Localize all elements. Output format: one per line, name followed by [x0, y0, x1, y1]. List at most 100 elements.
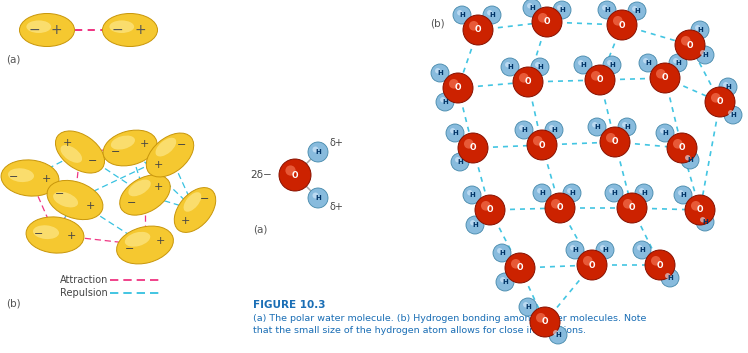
Ellipse shape — [111, 136, 135, 150]
Circle shape — [533, 136, 542, 145]
Circle shape — [551, 199, 560, 209]
Text: O: O — [717, 97, 723, 107]
Circle shape — [527, 130, 557, 160]
Text: O: O — [539, 140, 545, 150]
Text: +: + — [41, 174, 51, 184]
Text: H: H — [569, 190, 575, 196]
Ellipse shape — [174, 187, 215, 232]
Text: FIGURE 10.3: FIGURE 10.3 — [253, 300, 325, 310]
Text: (b): (b) — [6, 298, 21, 308]
Circle shape — [497, 248, 503, 253]
Circle shape — [605, 184, 623, 202]
Text: H: H — [687, 157, 693, 163]
Ellipse shape — [109, 20, 134, 33]
Circle shape — [457, 10, 462, 16]
Circle shape — [513, 67, 543, 97]
Circle shape — [711, 93, 720, 103]
Text: δ+: δ+ — [330, 138, 344, 148]
Circle shape — [691, 201, 701, 211]
Text: H: H — [609, 62, 615, 68]
Circle shape — [538, 13, 548, 23]
Circle shape — [635, 184, 653, 202]
Circle shape — [685, 155, 690, 161]
Circle shape — [505, 62, 510, 67]
Circle shape — [675, 30, 705, 60]
Text: H: H — [580, 62, 586, 68]
Circle shape — [563, 184, 581, 202]
Text: H: H — [539, 190, 545, 196]
Circle shape — [592, 122, 598, 127]
Circle shape — [695, 25, 700, 30]
Circle shape — [286, 166, 295, 176]
Circle shape — [628, 2, 646, 20]
Circle shape — [553, 1, 571, 19]
Circle shape — [466, 216, 484, 234]
Circle shape — [436, 93, 454, 111]
Text: O: O — [662, 73, 668, 83]
Circle shape — [511, 259, 521, 269]
Circle shape — [598, 1, 616, 19]
Circle shape — [618, 118, 636, 136]
Text: H: H — [469, 192, 475, 198]
Text: H: H — [315, 149, 321, 155]
Circle shape — [661, 269, 679, 287]
Circle shape — [458, 133, 488, 163]
Circle shape — [446, 124, 464, 142]
Text: (b): (b) — [430, 18, 444, 28]
Ellipse shape — [26, 217, 84, 253]
Text: +: + — [153, 182, 163, 192]
Text: H: H — [551, 127, 557, 133]
Ellipse shape — [8, 168, 34, 182]
Ellipse shape — [47, 180, 103, 220]
Circle shape — [527, 3, 533, 8]
Text: +: + — [85, 201, 95, 210]
Circle shape — [469, 21, 479, 31]
Text: H: H — [442, 99, 448, 105]
Text: that the small size of the hydrogen atom allows for close interactions.: that the small size of the hydrogen atom… — [253, 326, 586, 335]
Text: H: H — [641, 190, 647, 196]
Circle shape — [574, 56, 592, 74]
Text: H: H — [645, 60, 651, 66]
Circle shape — [719, 78, 737, 96]
Text: H: H — [437, 70, 443, 76]
Circle shape — [501, 58, 519, 76]
Circle shape — [475, 195, 505, 225]
Ellipse shape — [53, 192, 78, 208]
Circle shape — [313, 192, 319, 198]
Text: (a): (a) — [6, 55, 20, 65]
Ellipse shape — [156, 138, 177, 156]
Circle shape — [667, 133, 697, 163]
Text: O: O — [619, 20, 625, 30]
Text: O: O — [612, 138, 619, 146]
Text: −: − — [55, 190, 64, 199]
Ellipse shape — [61, 145, 82, 163]
Text: O: O — [470, 144, 476, 152]
Circle shape — [470, 220, 476, 226]
Circle shape — [650, 63, 680, 93]
Text: +: + — [156, 236, 165, 246]
Text: H: H — [730, 112, 736, 118]
Text: (a) The polar water molecule. (b) Hydrogen bonding among water molecules. Note: (a) The polar water molecule. (b) Hydrog… — [253, 314, 646, 323]
Circle shape — [673, 58, 678, 64]
Text: H: H — [315, 195, 321, 201]
Text: Repulsion: Repulsion — [61, 288, 108, 298]
Text: −: − — [28, 23, 40, 37]
Text: H: H — [459, 12, 465, 18]
Text: H: H — [499, 250, 505, 256]
Text: H: H — [667, 275, 673, 281]
Ellipse shape — [129, 180, 151, 196]
Text: O: O — [487, 205, 493, 215]
Text: +: + — [153, 160, 163, 170]
Text: +: + — [181, 216, 190, 226]
Text: O: O — [475, 25, 481, 35]
Circle shape — [656, 69, 666, 79]
Text: H: H — [725, 84, 731, 90]
Text: H: H — [507, 64, 513, 70]
Circle shape — [632, 6, 637, 11]
Circle shape — [532, 7, 562, 37]
Circle shape — [577, 250, 607, 280]
Circle shape — [487, 10, 492, 16]
Text: +: + — [63, 138, 72, 148]
Circle shape — [607, 10, 637, 40]
Text: H: H — [697, 27, 703, 33]
